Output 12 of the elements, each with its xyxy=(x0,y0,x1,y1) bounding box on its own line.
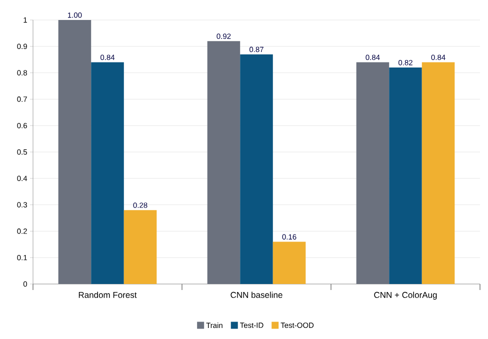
bar xyxy=(58,20,92,284)
bar xyxy=(272,242,306,284)
x-tick-label: CNN baseline xyxy=(230,292,282,298)
bar xyxy=(240,54,273,284)
bar xyxy=(356,62,390,284)
bar xyxy=(124,210,157,284)
x-tick-label: CNN + ColorAug xyxy=(374,292,437,300)
bar xyxy=(207,41,240,284)
bar xyxy=(389,68,422,284)
bar xyxy=(91,62,124,284)
x-tick-label: Random Forest xyxy=(78,292,137,298)
bar xyxy=(422,62,455,284)
